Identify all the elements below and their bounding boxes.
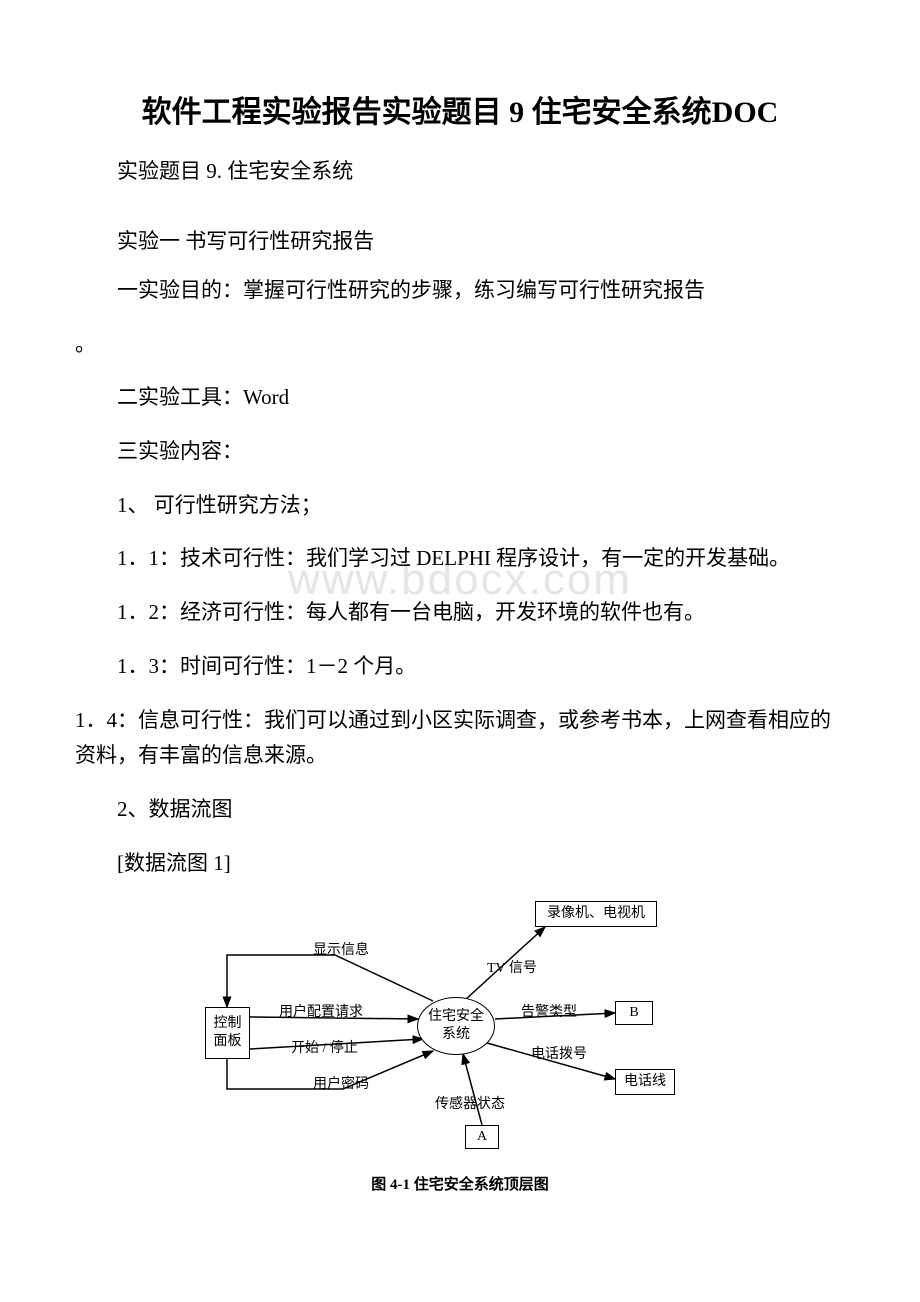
label-user-config: 用户配置请求 [279,1001,363,1021]
node-control-panel: 控制 面板 [205,1007,250,1059]
item-1-2: 1．2：经济可行性：每人都有一台电脑，开发环境的软件也有。 [75,595,845,631]
node-phone: 电话线 [615,1069,675,1095]
label-user-pwd: 用户密码 [313,1073,369,1093]
section-2: 二实验工具：Word [75,380,845,416]
item-1-3: 1．3：时间可行性：1－2 个月。 [75,649,845,685]
node-a: A [465,1125,499,1149]
diagram-caption: 图 4-1 住宅安全系统顶层图 [205,1173,715,1194]
item-1-4: 1．4：信息可行性：我们可以通过到小区实际调查，或参考书本，上网查看相应的资料，… [75,703,845,774]
item-1: 1、 可行性研究方法； [75,488,845,524]
document-title: 软件工程实验报告实验题目 9 住宅安全系统DOC [75,90,845,135]
data-flow-diagram: 控制 面板 录像机、电视机 住宅安全 系统 B 电话线 A 显示信息 TV 信号… [205,901,715,1161]
item-2: 2、数据流图 [75,792,845,828]
label-display-info: 显示信息 [313,939,369,959]
section-1-end: 。 [75,327,845,363]
label-tv-signal: TV 信号 [487,957,537,977]
label-start-stop: 开始 / 停止 [291,1037,358,1057]
label-phone-dial: 电话拨号 [531,1043,587,1063]
experiment-heading: 实验一 书写可行性研究报告 [75,225,845,255]
node-center: 住宅安全 系统 [417,997,495,1055]
section-3: 三实验内容： [75,434,845,470]
label-alarm-type: 告警类型 [521,1001,577,1021]
diagram-container: 控制 面板 录像机、电视机 住宅安全 系统 B 电话线 A 显示信息 TV 信号… [205,901,715,1194]
node-b: B [615,1001,653,1025]
label-sensor-state: 传感器状态 [435,1093,505,1113]
subtitle: 实验题目 9. 住宅安全系统 [75,155,845,185]
item-1-1: 1．1：技术可行性：我们学习过 DELPHI 程序设计，有一定的开发基础。 [75,541,845,577]
document-content: 软件工程实验报告实验题目 9 住宅安全系统DOC 实验题目 9. 住宅安全系统 … [75,90,845,1194]
item-2-sub: [数据流图 1] [75,846,845,882]
node-recorder: 录像机、电视机 [535,901,657,927]
section-1: 一实验目的：掌握可行性研究的步骤，练习编写可行性研究报告 [75,273,845,309]
